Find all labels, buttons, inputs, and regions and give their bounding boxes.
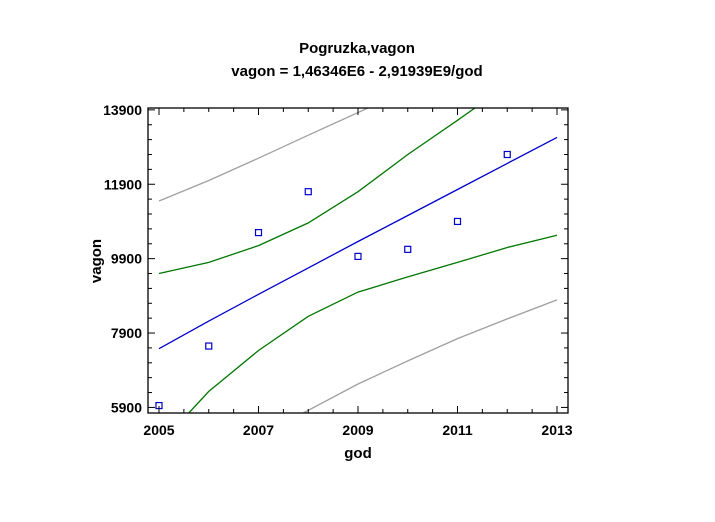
x-tick-label: 2005 xyxy=(143,422,174,438)
data-point xyxy=(453,217,462,226)
chart-subtitle: vagon = 1,46346E6 - 2,91939E9/god xyxy=(231,63,482,80)
y-axis-label: vagon xyxy=(88,239,105,283)
x-tick-label: 2009 xyxy=(342,422,373,438)
points-layer xyxy=(155,150,511,410)
data-point xyxy=(354,252,362,261)
x-tick-label: 2013 xyxy=(541,422,572,438)
y-tick-label: 5900 xyxy=(111,399,142,415)
confidence-upper-line xyxy=(158,108,476,275)
y-tick-label: 9900 xyxy=(111,251,142,267)
y-tick-label: 13900 xyxy=(103,102,142,118)
prediction-lower-line xyxy=(302,299,558,413)
y-tick-label: 7900 xyxy=(111,325,142,341)
data-point xyxy=(205,342,213,350)
x-tick-label: 2011 xyxy=(442,422,473,438)
data-point xyxy=(304,188,312,196)
data-point xyxy=(404,245,412,253)
fit-line xyxy=(158,136,558,350)
plot-area xyxy=(148,108,568,413)
axes-layer: 2005 2007 2009 2011 2013 5900 7900 9900 11900 139… xyxy=(103,102,573,438)
data-point xyxy=(254,229,263,237)
plot-background xyxy=(148,108,568,413)
data-point xyxy=(503,150,511,159)
confidence-lower-line xyxy=(188,234,558,413)
prediction-upper-line xyxy=(158,108,369,202)
x-axis-label: god xyxy=(344,445,372,462)
y-tick-label: 11900 xyxy=(104,176,142,192)
curves-layer xyxy=(158,108,558,413)
x-tick-label: 2007 xyxy=(243,422,274,438)
chart-title: Pogruzka,vagon xyxy=(299,40,415,57)
